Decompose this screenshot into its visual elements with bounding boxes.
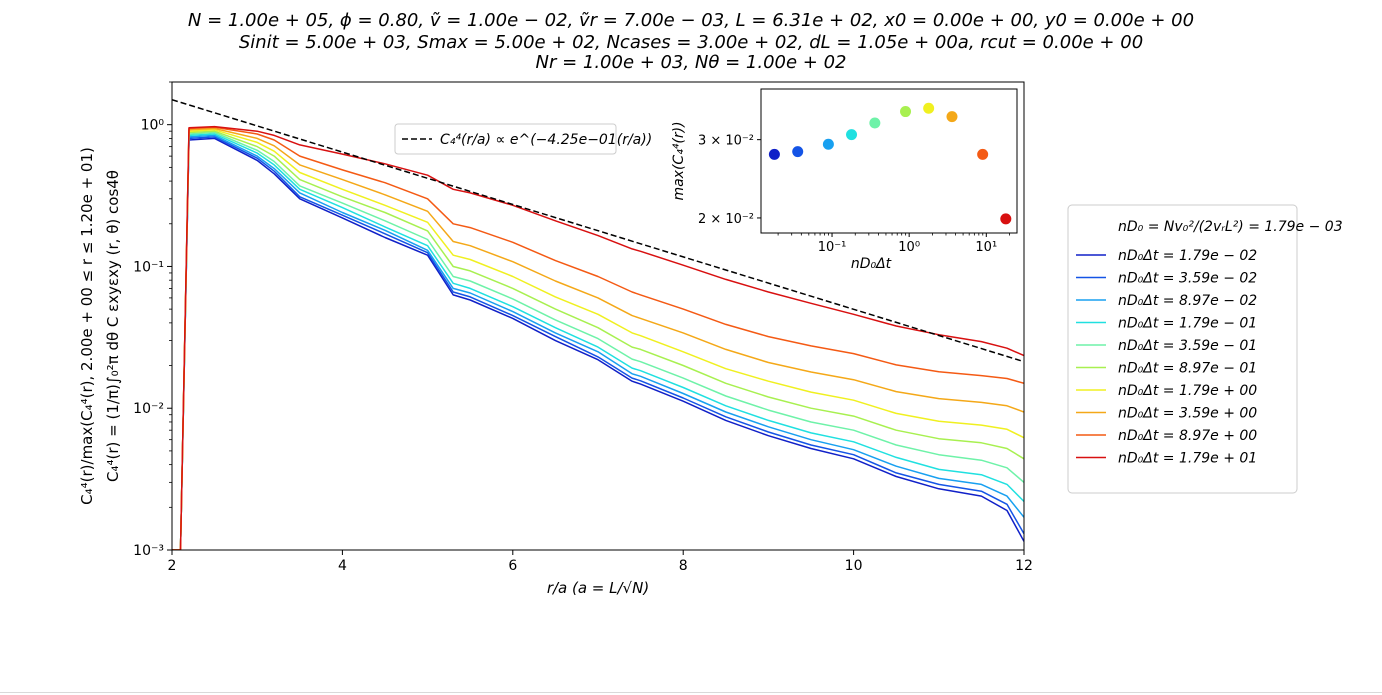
legend-label-10: nD₀Δt = 1.79e + 01 — [1118, 451, 1257, 467]
legend-label-2: nD₀Δt = 3.59e − 02 — [1118, 271, 1257, 287]
fit-legend-box — [394, 123, 617, 155]
chart-title-line-2: Sinit = 5.00e + 03, Smax = 5.00e + 02, N… — [238, 32, 1144, 53]
legend-label-8: nD₀Δt = 3.59e + 00 — [1118, 406, 1257, 422]
inset-x-axis-label: nD₀Δt — [851, 256, 892, 272]
x-tick-label-2: 4 — [338, 558, 347, 574]
legend-label-5: nD₀Δt = 3.59e − 01 — [1118, 338, 1257, 354]
series-line-8 — [172, 127, 1024, 550]
inset-point-3 — [822, 138, 834, 150]
x-tick-label-5: 10 — [845, 558, 863, 574]
fit-legend: C₄⁴(r/a) ∝ e^(−4.25e−01(r/a)) — [394, 123, 652, 155]
inset-point-4 — [846, 129, 858, 141]
inset-point-1 — [768, 148, 780, 160]
x-axis-label: r/a (a = L/√N) — [547, 579, 649, 597]
plot-frame — [171, 81, 1025, 551]
series-line-2 — [172, 136, 1024, 550]
legend-label-3: nD₀Δt = 8.97e − 02 — [1118, 293, 1257, 309]
series-line-4 — [172, 133, 1024, 550]
inset-point-8 — [946, 111, 958, 123]
series-legend-box — [1067, 204, 1298, 494]
series-line-10 — [172, 125, 1024, 550]
legend-label-1: nD₀Δt = 1.79e − 02 — [1118, 248, 1257, 264]
x-tick-label-4: 8 — [679, 558, 688, 574]
inset-frame — [760, 88, 1018, 234]
inset-point-6 — [900, 106, 912, 118]
page-divider — [0, 692, 1382, 693]
legend-label-9: nD₀Δt = 8.97e + 00 — [1118, 428, 1257, 444]
inset-point-10 — [1000, 213, 1012, 225]
legend-label-6: nD₀Δt = 8.97e − 01 — [1118, 361, 1257, 377]
y-tick-label-4: 10⁻³ — [133, 543, 164, 559]
legend-header: nD₀ = Nv₀²/(2vᵣL²) = 1.79e − 03 — [1118, 219, 1343, 235]
inset-point-7 — [923, 102, 935, 114]
y-axis-label-line-2: C₄⁴(r) = (1/π)∫₀²π dθ C εxyεxy (r, θ) co… — [104, 170, 122, 482]
inset-x-tick-label-2: 10⁰ — [898, 240, 920, 255]
fit-legend-label: C₄⁴(r/a) ∝ e^(−4.25e−01(r/a)) — [440, 132, 652, 148]
legend-label-7: nD₀Δt = 1.79e + 00 — [1118, 383, 1257, 399]
y-tick-label-2: 10⁻¹ — [133, 259, 164, 275]
series-line-3 — [172, 134, 1024, 550]
x-tick-label-3: 6 — [508, 558, 517, 574]
x-tick-label-1: 2 — [168, 558, 177, 574]
inset-point-2 — [792, 146, 804, 158]
series-line-5 — [172, 131, 1024, 550]
legend-label-4: nD₀Δt = 1.79e − 01 — [1118, 316, 1257, 332]
chart-title-line-1: N = 1.00e + 05, ϕ = 0.80, ṽ = 1.00e − 02… — [187, 10, 1195, 31]
series-line-9 — [172, 126, 1024, 550]
series-line-1 — [172, 137, 1024, 550]
inset-x-tick-label-1: 10⁻¹ — [818, 240, 847, 255]
y-tick-label-3: 10⁻² — [133, 401, 164, 417]
inset-x-tick-label-3: 10¹ — [975, 240, 997, 255]
inset-point-5 — [869, 117, 881, 129]
fit-line — [172, 98, 1024, 363]
chart-title-line-3: Nr = 1.00e + 03, Nθ = 1.00e + 02 — [535, 52, 847, 73]
y-tick-label-1: 10⁰ — [141, 118, 165, 134]
series-line-7 — [172, 129, 1024, 550]
x-tick-label-6: 12 — [1015, 558, 1033, 574]
series-legend: nD₀ = Nv₀²/(2vᵣL²) = 1.79e − 03 nD₀Δt = 1… — [1067, 204, 1343, 494]
y-axis-label-line-1: C₄⁴(r)/max(C₄⁴(r), 2.00e + 00 ≤ r ≤ 1.20… — [78, 147, 96, 505]
series-line-6 — [172, 130, 1024, 550]
inset-y-tick-label-1: 2 × 10⁻² — [698, 212, 754, 227]
inset-y-axis-label: max(C₄⁴(r)) — [671, 121, 687, 200]
series-group — [172, 98, 1024, 550]
inset-y-tick-label-2: 3 × 10⁻² — [698, 134, 754, 149]
inset-point-9 — [977, 148, 989, 160]
